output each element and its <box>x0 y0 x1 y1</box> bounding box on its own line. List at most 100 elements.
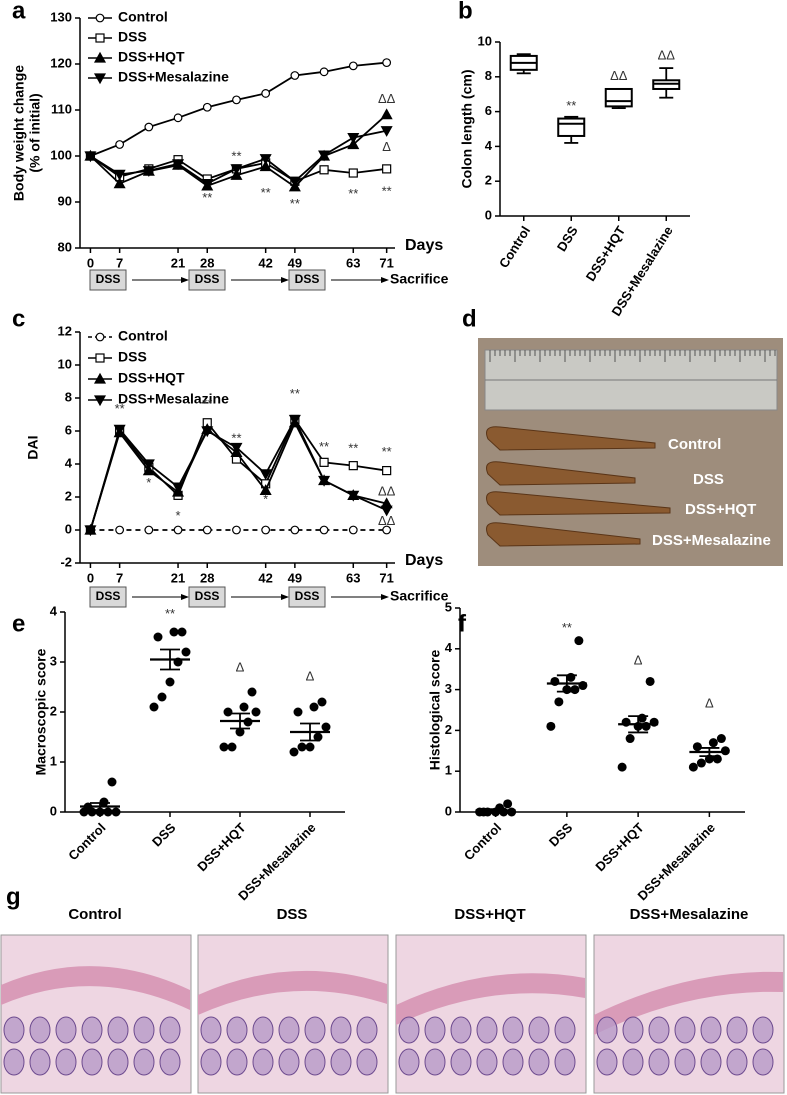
data-point <box>99 797 109 807</box>
crypt <box>278 1016 300 1044</box>
panel-label: e <box>12 610 25 637</box>
crypt <box>133 1048 155 1076</box>
y-tick-label: 4 <box>445 640 453 655</box>
data-point <box>570 685 580 695</box>
data-point <box>247 687 257 697</box>
data-point <box>223 707 233 717</box>
marker <box>202 102 212 112</box>
timeline-label: DSS <box>195 589 220 603</box>
data-point <box>696 758 706 768</box>
tissue-band <box>594 971 783 1035</box>
legend-label: Control <box>118 9 168 25</box>
marker <box>232 95 241 105</box>
y-axis-title: Colon length (cm) <box>459 70 475 189</box>
legend-label: DSS+Mesalazine <box>118 69 229 85</box>
y-tick-label: 0 <box>485 207 492 222</box>
data-point <box>153 632 163 642</box>
crypt <box>107 1048 129 1076</box>
x-tick-label: Control <box>496 223 533 270</box>
x-tick-label: 49 <box>288 570 302 585</box>
arrow-head <box>381 277 389 283</box>
crypt <box>648 1016 670 1044</box>
data-point <box>716 734 726 744</box>
marker <box>95 353 105 363</box>
y-axis-title: Histological score <box>427 649 443 770</box>
y-tick-label: 80 <box>58 239 72 254</box>
tissue-band <box>198 970 387 1015</box>
annotation: ΔΔ <box>378 513 396 528</box>
crypt <box>398 1048 420 1076</box>
timeline-box <box>288 586 326 608</box>
crypt <box>700 1016 722 1044</box>
marker <box>115 140 125 149</box>
marker <box>290 525 300 535</box>
x-axis-title: Days <box>405 237 443 254</box>
marker <box>380 108 393 120</box>
marker <box>318 475 331 487</box>
crypt <box>107 1016 129 1044</box>
data-point <box>641 721 651 731</box>
crypt <box>752 1016 774 1044</box>
marker <box>259 160 272 172</box>
annotation: ** <box>261 185 271 200</box>
timeline-box <box>288 269 326 291</box>
crypt <box>476 1048 498 1076</box>
y-tick-label: 10 <box>478 33 492 48</box>
x-tick-label: 21 <box>171 570 185 585</box>
data-point <box>165 677 175 687</box>
arrow-head <box>281 594 289 600</box>
marker <box>232 525 241 535</box>
marker <box>348 168 358 178</box>
marker <box>347 138 360 150</box>
panel-label: d <box>462 305 477 332</box>
crypt <box>330 1016 352 1044</box>
box <box>557 117 586 137</box>
data-point <box>111 807 121 817</box>
x-tick-label: 63 <box>346 570 360 585</box>
data-point <box>293 707 303 717</box>
y-axis-title: (% of initial) <box>27 93 43 172</box>
marker <box>319 67 329 77</box>
tissue-band <box>396 973 585 1025</box>
crypt <box>226 1048 248 1076</box>
crypt <box>356 1016 378 1044</box>
data-point <box>239 702 249 712</box>
annotation: ** <box>202 396 212 411</box>
y-tick-label: 1 <box>445 763 452 778</box>
y-tick-label: 2 <box>50 703 57 718</box>
marker <box>172 159 185 171</box>
marker <box>201 426 214 438</box>
annotation: * <box>176 508 181 523</box>
photo-label: DSS <box>693 471 724 488</box>
y-tick-label: 6 <box>65 422 72 437</box>
crypt <box>450 1016 472 1044</box>
marker <box>259 484 272 495</box>
y-tick-label: 3 <box>50 653 57 668</box>
arrow-head <box>181 277 189 283</box>
marker <box>173 113 183 123</box>
x-axis-title: Days <box>405 552 443 569</box>
legend-label: Control <box>118 328 168 344</box>
y-axis-title: DAI <box>25 435 41 459</box>
timeline-box <box>188 586 226 608</box>
photo-label: DSS+HQT <box>685 501 756 518</box>
data-point <box>177 627 187 637</box>
data-point <box>219 742 229 752</box>
data-point <box>503 799 513 809</box>
crypt <box>304 1016 326 1044</box>
x-tick-label: 49 <box>288 255 302 270</box>
data-point <box>103 807 113 817</box>
annotation: Δ <box>634 652 643 667</box>
marker <box>261 89 271 98</box>
timeline-end: Sacrifice <box>390 588 449 604</box>
colon <box>486 461 636 486</box>
colon <box>486 491 671 516</box>
timeline-label: DSS <box>96 589 121 603</box>
data-point <box>625 734 635 744</box>
annotation: Δ <box>236 659 245 674</box>
crypt <box>3 1048 25 1076</box>
marker <box>201 179 214 190</box>
legend-label: DSS+HQT <box>118 49 185 65</box>
marker <box>347 490 360 502</box>
x-tick-label: DSS+HQT <box>592 820 646 874</box>
